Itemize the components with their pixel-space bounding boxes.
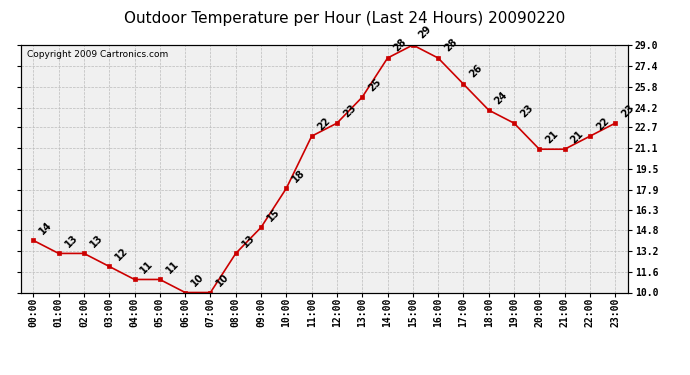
Text: 13: 13 (240, 232, 257, 249)
Text: 18: 18 (290, 167, 307, 184)
Text: 23: 23 (620, 102, 636, 119)
Text: 10: 10 (215, 272, 231, 288)
Text: 13: 13 (88, 232, 105, 249)
Text: 11: 11 (139, 259, 155, 275)
Text: 13: 13 (63, 232, 79, 249)
Text: 25: 25 (366, 76, 383, 93)
Text: 21: 21 (544, 128, 560, 145)
Text: 12: 12 (113, 246, 130, 262)
Text: 23: 23 (518, 102, 535, 119)
Text: 28: 28 (392, 37, 408, 54)
Text: 21: 21 (569, 128, 585, 145)
Text: 22: 22 (316, 116, 333, 132)
Text: 11: 11 (164, 259, 181, 275)
Text: Outdoor Temperature per Hour (Last 24 Hours) 20090220: Outdoor Temperature per Hour (Last 24 Ho… (124, 11, 566, 26)
Text: 22: 22 (594, 116, 611, 132)
Text: Copyright 2009 Cartronics.com: Copyright 2009 Cartronics.com (27, 50, 168, 59)
Text: 29: 29 (417, 24, 433, 41)
Text: 28: 28 (442, 37, 459, 54)
Text: 24: 24 (493, 89, 509, 106)
Text: 23: 23 (341, 102, 357, 119)
Text: 14: 14 (37, 220, 54, 236)
Text: 15: 15 (265, 207, 282, 223)
Text: 26: 26 (468, 63, 484, 80)
Text: 10: 10 (189, 272, 206, 288)
